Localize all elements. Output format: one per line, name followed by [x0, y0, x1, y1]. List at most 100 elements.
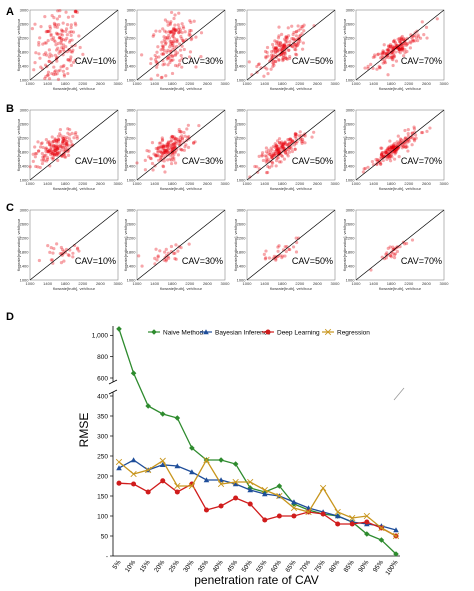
data-point — [160, 136, 164, 140]
data-point — [56, 144, 60, 148]
data-point — [40, 161, 45, 166]
data-point — [40, 158, 44, 162]
data-point — [165, 148, 169, 153]
data-point — [287, 147, 291, 152]
data-point — [402, 54, 406, 58]
x-tick-label: 1800 — [168, 181, 178, 186]
data-point — [276, 147, 280, 151]
data-point — [49, 148, 53, 152]
data-point — [380, 153, 384, 157]
data-point — [49, 152, 53, 157]
data-point — [404, 241, 409, 246]
data-point — [157, 55, 161, 59]
y-axis-label: flowrate[estimation], veh/hour — [16, 18, 21, 71]
data-point — [301, 137, 305, 141]
data-point — [36, 140, 40, 144]
data-point — [67, 137, 72, 141]
data-point — [180, 148, 184, 152]
data-point — [44, 146, 48, 150]
y-tick-label: 1000 — [237, 177, 247, 182]
data-point — [366, 66, 370, 71]
x-tick-label: 1800 — [387, 281, 397, 286]
y-tick-label: 1000 — [20, 277, 30, 282]
data-point — [289, 147, 293, 151]
data-point — [60, 145, 64, 149]
data-point — [394, 150, 398, 154]
data-point — [281, 57, 285, 61]
data-point — [173, 146, 177, 150]
data-point — [164, 258, 169, 262]
y-axis-label: flowrate[estimation], veh/hour — [233, 218, 238, 271]
data-point — [149, 57, 153, 61]
data-point — [280, 256, 284, 260]
data-point — [68, 38, 72, 43]
data-point — [265, 50, 269, 55]
data-point — [253, 164, 257, 169]
data-point — [406, 132, 410, 136]
data-point — [170, 29, 174, 34]
data-point — [271, 61, 276, 66]
x-tick-label: 55% — [255, 559, 268, 574]
data-point — [177, 11, 181, 15]
data-point — [166, 144, 171, 148]
data-point — [379, 146, 383, 150]
data-point — [51, 144, 55, 148]
data-point — [171, 47, 175, 52]
data-point — [61, 136, 66, 141]
data-point — [188, 19, 192, 23]
data-point — [395, 140, 399, 144]
data-point — [153, 58, 158, 62]
data-point — [409, 41, 413, 45]
data-point — [42, 52, 46, 57]
data-point — [52, 247, 56, 251]
data-point — [286, 34, 291, 38]
data-point — [296, 40, 301, 44]
data-point — [164, 30, 168, 34]
data-point — [387, 44, 391, 48]
data-point — [301, 41, 305, 45]
x-tick-label: 2200 — [404, 81, 414, 86]
x-tick-label: 3000 — [221, 281, 231, 286]
data-point — [171, 147, 175, 151]
data-point — [48, 143, 52, 147]
data-point — [28, 165, 32, 169]
data-point — [154, 60, 158, 64]
data-point — [159, 411, 166, 417]
data-point — [175, 44, 179, 49]
data-point — [388, 42, 393, 47]
data-point — [165, 150, 169, 154]
y-tick-label: 1400 — [20, 263, 30, 268]
data-point — [282, 44, 287, 48]
data-point — [48, 52, 52, 56]
data-point — [143, 168, 147, 172]
data-point — [189, 20, 193, 24]
data-point — [163, 62, 167, 66]
data-point — [33, 145, 37, 149]
data-point — [63, 138, 67, 143]
data-point — [271, 45, 276, 49]
data-point — [48, 26, 53, 30]
y-tick-label: 2200 — [20, 35, 30, 40]
data-point — [67, 253, 71, 258]
data-point — [49, 143, 53, 147]
data-point — [388, 155, 392, 159]
data-point — [53, 146, 57, 150]
data-point — [168, 22, 172, 26]
x-tick-label: 2200 — [404, 281, 414, 286]
x-tick-label: 2200 — [185, 181, 195, 186]
data-point — [166, 148, 170, 152]
data-point — [387, 50, 391, 54]
data-point — [294, 141, 298, 145]
x-tick-label: 1400 — [260, 181, 270, 186]
x-tick-label: 30% — [182, 559, 195, 574]
data-point — [159, 150, 163, 154]
x-tick-label: 3000 — [440, 281, 450, 286]
data-point — [217, 480, 225, 488]
data-point — [53, 148, 57, 153]
data-point — [170, 150, 174, 155]
data-point — [168, 60, 172, 65]
data-point — [388, 254, 392, 258]
data-point — [176, 27, 180, 32]
data-point — [389, 146, 393, 150]
x-tick-label: 5% — [112, 559, 123, 571]
